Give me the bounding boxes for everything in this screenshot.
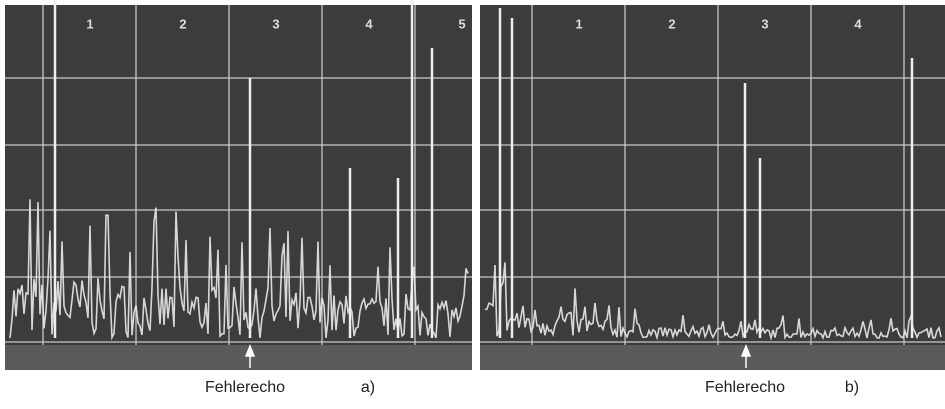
screen-base: [480, 345, 945, 370]
defect-marker: [244, 343, 256, 368]
screen-base: [5, 345, 472, 370]
scale-label: 4: [854, 16, 862, 31]
screen: [480, 5, 945, 370]
scale-label: 3: [761, 16, 768, 31]
scale-label: 5: [458, 16, 465, 31]
scale-label: 1: [575, 16, 582, 31]
echo-trace: [484, 262, 942, 342]
screen-b: 1 2 3 4: [480, 5, 945, 370]
scale-label: 1: [86, 16, 93, 31]
caption-tag: b): [845, 379, 859, 396]
screen-a: 1 2 3 4 5: [5, 0, 472, 370]
caption: Fehlerecho: [705, 379, 785, 396]
caption-tag: a): [361, 379, 375, 396]
scale-label: 2: [668, 16, 675, 31]
scale-label: 2: [179, 16, 186, 31]
screen: [5, 5, 472, 370]
scale-label: 3: [272, 16, 279, 31]
caption: Fehlerecho: [205, 379, 285, 396]
echo-trace: [9, 199, 469, 341]
scale-label: 4: [365, 16, 373, 31]
defect-marker: [740, 343, 752, 368]
